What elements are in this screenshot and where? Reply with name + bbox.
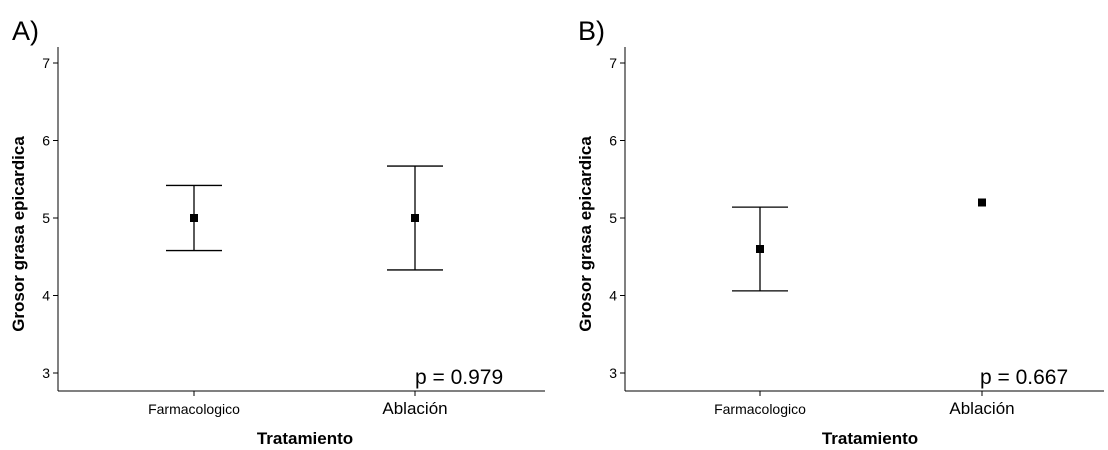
y-tick-label: 4: [609, 288, 617, 304]
y-tick-label: 7: [42, 55, 50, 71]
y-tick-label: 5: [42, 210, 50, 226]
panel-label: A): [12, 16, 39, 46]
mean-marker: [190, 214, 198, 222]
y-tick-label: 4: [42, 288, 50, 304]
mean-marker: [411, 214, 419, 222]
p-value-annotation: p = 0.667: [980, 366, 1068, 389]
y-tick-label: 7: [609, 55, 617, 71]
y-axis-title: Grosor grasa epicardica: [576, 136, 595, 332]
y-tick-label: 6: [42, 133, 50, 149]
y-tick-label: 3: [609, 365, 617, 381]
y-tick-label: 5: [609, 210, 617, 226]
x-category-label: Ablación: [382, 399, 447, 418]
mean-marker: [978, 198, 986, 207]
x-category-label: Farmacologico: [148, 401, 240, 417]
x-axis-title: Tratamiento: [822, 429, 918, 448]
x-category-label: Farmacologico: [714, 401, 806, 417]
mean-marker: [756, 245, 764, 253]
x-category-label: Ablación: [949, 399, 1014, 418]
x-axis-title: Tratamiento: [257, 429, 353, 448]
p-value-annotation: p = 0.979: [415, 366, 503, 389]
y-axis-title: Grosor grasa epicardica: [9, 136, 28, 332]
y-tick-label: 3: [42, 365, 50, 381]
y-tick-label: 6: [609, 133, 617, 149]
panel-label: B): [578, 16, 605, 46]
